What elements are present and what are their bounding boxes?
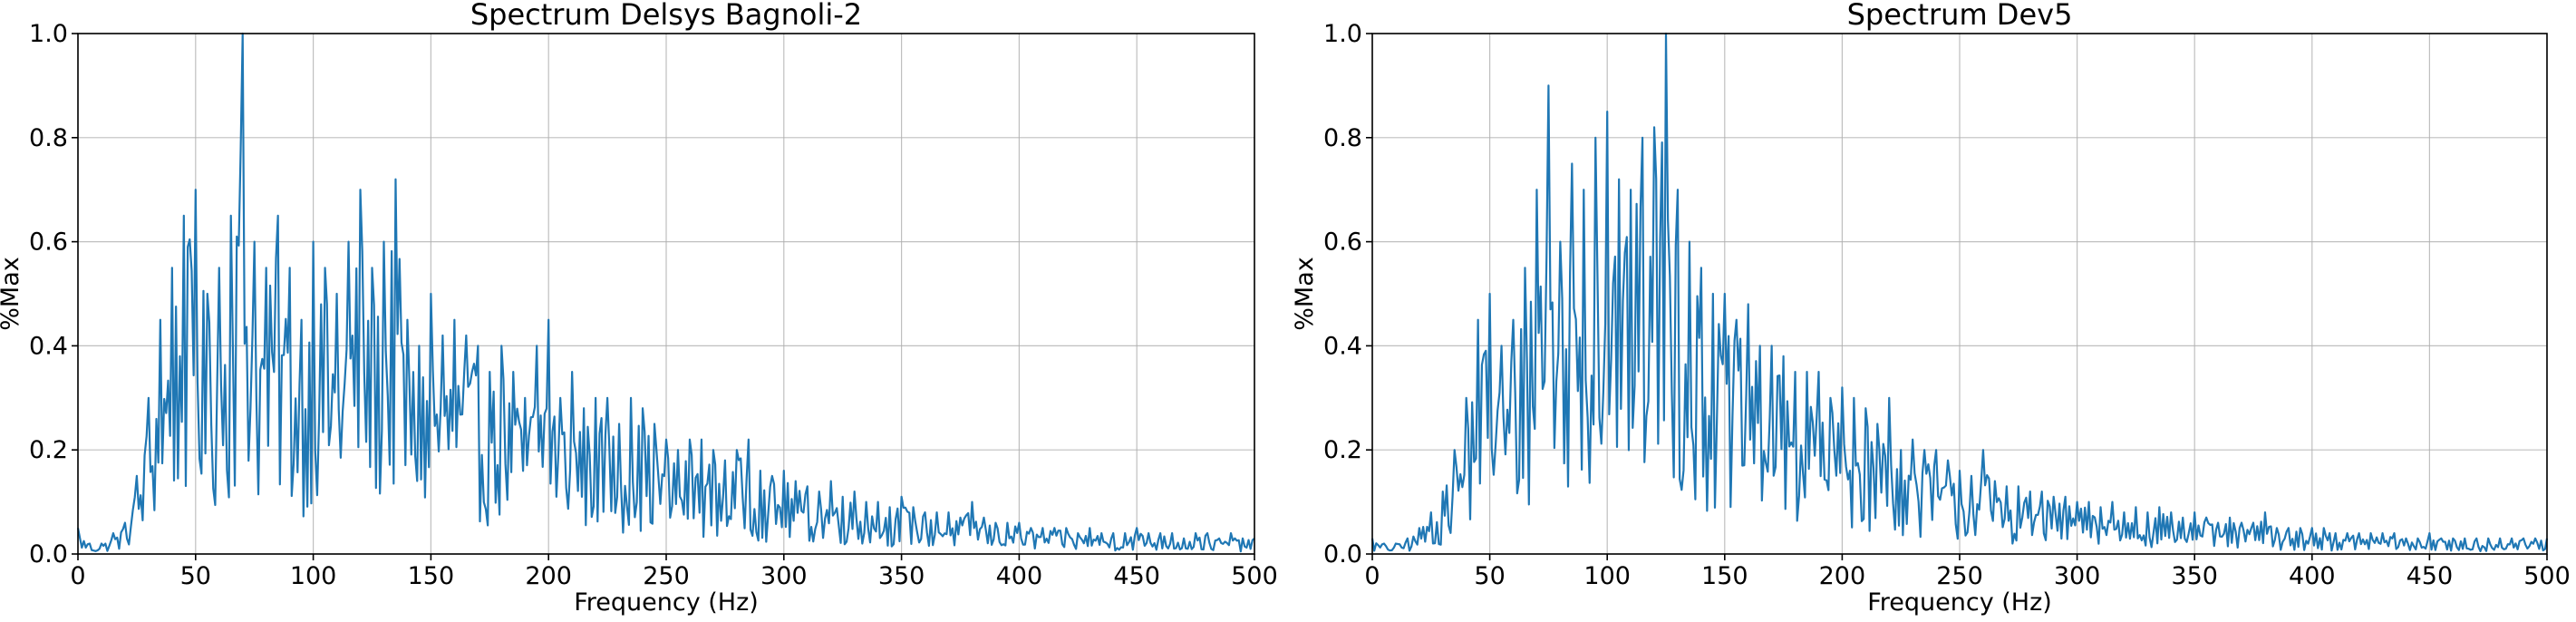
y-tick-label: 0.4 xyxy=(29,332,68,360)
y-tick-label: 0.2 xyxy=(29,436,68,464)
x-axis-label: Frequency (Hz) xyxy=(574,588,759,617)
subplot-delsys: 0 50 100 150 200 250 300 350 400 450 500 0.0 0.2 0.4 0… xyxy=(0,0,1278,617)
x-tick-label: 250 xyxy=(1936,562,1983,590)
x-tick-label: 300 xyxy=(760,562,808,590)
y-tick-label: 0.0 xyxy=(29,540,68,569)
tick-marks xyxy=(72,33,1255,560)
y-tick-label: 0.2 xyxy=(1323,436,1362,464)
y-axis-label: %Max xyxy=(1291,257,1319,330)
y-tick-label: 0.6 xyxy=(29,228,68,257)
y-tick-label: 1.0 xyxy=(1323,20,1362,48)
x-tick-label: 450 xyxy=(2407,562,2454,590)
x-axis-label: Frequency (Hz) xyxy=(1867,588,2052,617)
x-tick-label: 300 xyxy=(2054,562,2101,590)
x-tick-label: 450 xyxy=(1113,562,1160,590)
x-tick-label: 400 xyxy=(996,562,1043,590)
x-tick-label: 200 xyxy=(525,562,572,590)
x-tick-label: 350 xyxy=(2171,562,2218,590)
chart-title: Spectrum Dev5 xyxy=(1847,0,2073,32)
x-tick-label: 50 xyxy=(180,562,211,590)
tick-labels: 0 50 100 150 200 250 300 350 400 450 500 0.0 0.2 0.4 0… xyxy=(29,20,1278,590)
chart-title: Spectrum Delsys Bagnoli-2 xyxy=(470,0,862,32)
x-tick-label: 0 xyxy=(70,562,85,590)
y-tick-label: 0.4 xyxy=(1323,332,1362,360)
x-tick-label: 400 xyxy=(2289,562,2336,590)
series-line-dev5 xyxy=(1370,32,2549,552)
x-tick-label: 500 xyxy=(1231,562,1278,590)
y-tick-label: 0.6 xyxy=(1323,228,1362,257)
subplot-dev5: 0 50 100 150 200 250 300 350 400 450 500 0.0 0.2 0.4 0… xyxy=(1291,0,2571,617)
y-tick-label: 0.0 xyxy=(1323,540,1362,569)
tick-labels: 0 50 100 150 200 250 300 350 400 450 500 0.0 0.2 0.4 0… xyxy=(1323,20,2571,590)
series-line-delsys xyxy=(76,32,1255,553)
y-tick-label: 0.8 xyxy=(29,124,68,152)
x-tick-label: 0 xyxy=(1364,562,1380,590)
tick-marks xyxy=(1366,33,2548,560)
x-tick-label: 150 xyxy=(408,562,455,590)
x-tick-label: 50 xyxy=(1474,562,1505,590)
y-axis-label: %Max xyxy=(0,257,24,330)
y-tick-label: 1.0 xyxy=(29,20,68,48)
y-tick-label: 0.8 xyxy=(1323,124,1362,152)
x-tick-label: 250 xyxy=(643,562,690,590)
x-tick-label: 100 xyxy=(1583,562,1631,590)
x-tick-label: 500 xyxy=(2523,562,2571,590)
x-tick-label: 350 xyxy=(878,562,925,590)
x-tick-label: 200 xyxy=(1819,562,1866,590)
x-tick-label: 150 xyxy=(1701,562,1748,590)
x-tick-label: 100 xyxy=(290,562,337,590)
